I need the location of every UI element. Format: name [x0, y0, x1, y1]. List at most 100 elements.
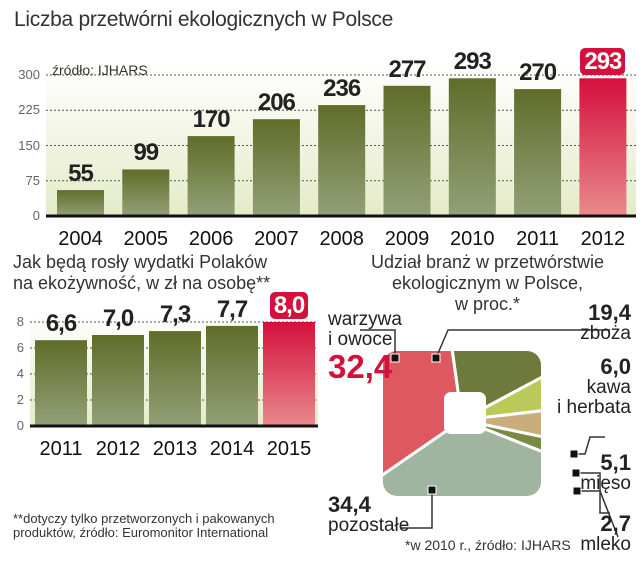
data-label: 7,7	[216, 295, 248, 323]
leader-line	[574, 436, 605, 455]
chart3-title-line: ekologicznym w Polsce,	[391, 273, 584, 293]
y-tick-label: 75	[25, 172, 40, 188]
slice-value: 32,4	[328, 348, 393, 385]
y-tick-label: 300	[18, 67, 40, 82]
data-label: 277	[388, 55, 426, 83]
data-label: 293	[569, 48, 636, 76]
pie-label-kawa: 6,0 kawa i herbata	[557, 356, 631, 418]
chart2-title: Jak będą rosły wydatki Polaków na ekożyw…	[13, 252, 270, 294]
slice-label: mleko	[580, 534, 631, 555]
highlight-data-label: 293	[580, 48, 626, 76]
slice-label: pozostałe	[328, 515, 410, 536]
bar	[122, 169, 170, 216]
leader-line	[435, 329, 610, 359]
y-tick-label: 2	[16, 392, 24, 407]
data-label: 270	[519, 59, 557, 87]
slice-label: kawa	[586, 377, 631, 398]
data-label: 293	[453, 48, 492, 76]
y-tick-label: 150	[18, 137, 40, 153]
data-label: 99	[133, 139, 159, 167]
x-tick-label: 2015	[266, 438, 312, 460]
slice-label: i herbata	[557, 397, 631, 418]
data-label: 8,0	[253, 292, 325, 320]
leader-marker	[431, 353, 441, 363]
slice-label: mięso	[580, 473, 631, 494]
data-label: 7,0	[102, 305, 134, 332]
x-tick-label: 2006	[188, 228, 234, 250]
pie-slice	[461, 405, 541, 445]
chart3-title-line: Udział branż w przetwórstwie	[370, 252, 605, 272]
slice-label: i owoce	[328, 329, 393, 350]
chart1-title: Liczba przetwórni ekologicznych w Polsce	[14, 8, 394, 31]
pie-label-mieso: 5,1 mięso	[580, 452, 631, 494]
chart2-title-line: na ekożywność, w zł na osobę**	[13, 273, 271, 293]
chart3-title-line: w proc.*	[454, 294, 521, 314]
x-tick-label: 2008	[319, 228, 364, 250]
data-label: 6,6	[45, 310, 77, 338]
slice-value: 6,0	[600, 354, 631, 379]
slice-value: 34,4	[328, 492, 371, 517]
chart2-footnote: **dotyczy tylko przetworzonych i pakowan…	[13, 512, 275, 540]
x-tick-label: 2005	[123, 228, 169, 250]
bar	[149, 331, 201, 426]
slice-value: 5,1	[600, 450, 631, 475]
leader-marker	[571, 468, 581, 478]
pie-label-zboza: 19,4 zboża	[580, 302, 631, 344]
x-tick-label: 2011	[39, 438, 83, 460]
y-tick-label: 6	[16, 340, 24, 355]
x-tick-label: 2009	[384, 228, 430, 250]
x-tick-label: 2007	[254, 228, 299, 250]
leader-marker	[390, 353, 400, 363]
data-label: 206	[257, 89, 296, 117]
slice-label: zboża	[580, 323, 631, 344]
bar	[252, 119, 300, 216]
x-tick-label: 2013	[152, 438, 198, 460]
bar	[579, 78, 627, 216]
leader-line	[400, 490, 433, 529]
slice-value: 2,7	[600, 511, 631, 536]
highlight-data-label: 8,0	[269, 292, 309, 319]
pie-center-hole	[444, 392, 486, 434]
bar	[448, 78, 496, 216]
chart3-title: Udział branż w przetwórstwie ekologiczny…	[345, 252, 630, 315]
chart2-title-line: Jak będą rosły wydatki Polaków	[13, 252, 268, 272]
chart1-source: źródło: IJHARS	[52, 62, 148, 78]
y-tick-label: 4	[16, 366, 24, 381]
y-tick-label: 8	[16, 314, 24, 329]
footnote-line: produktów, źródło: Euromonitor Internati…	[13, 525, 269, 540]
footnote-line: **dotyczy tylko przetworzonych i pakowan…	[13, 511, 275, 526]
y-tick-label: 0	[32, 208, 40, 223]
data-label: 170	[192, 106, 231, 134]
bar	[92, 335, 144, 426]
data-label: 7,3	[159, 301, 191, 329]
bar	[206, 325, 258, 426]
y-tick-label: 225	[18, 102, 40, 118]
x-tick-label: 2012	[95, 438, 141, 460]
pie-slice	[383, 418, 541, 496]
x-tick-label: 2014	[209, 438, 255, 460]
bar	[187, 136, 235, 216]
bar	[263, 322, 315, 426]
pie-label-warzywa: warzywa i owoce 32,4	[328, 310, 402, 384]
slice-value: 19,4	[588, 300, 631, 325]
bar	[318, 105, 366, 216]
y-tick-label: 0	[16, 418, 24, 433]
bar	[514, 89, 562, 216]
pie-label-mleko: 2,7 mleko	[580, 513, 631, 555]
x-tick-label: 2012	[580, 228, 626, 250]
leader-marker	[572, 486, 582, 496]
slice-label: warzywa	[328, 309, 402, 330]
leader-line	[360, 329, 396, 358]
pie-label-pozostale: 34,4 pozostałe	[328, 494, 409, 536]
data-label: 55	[68, 160, 94, 188]
leader-marker	[569, 449, 579, 459]
x-tick-label: 2010	[450, 228, 495, 250]
bar	[57, 190, 104, 216]
pie-slice	[461, 365, 541, 422]
leader-marker	[427, 485, 437, 495]
x-tick-label: 2011	[516, 228, 560, 250]
data-label: 236	[323, 75, 361, 103]
pie-slice	[383, 351, 464, 486]
